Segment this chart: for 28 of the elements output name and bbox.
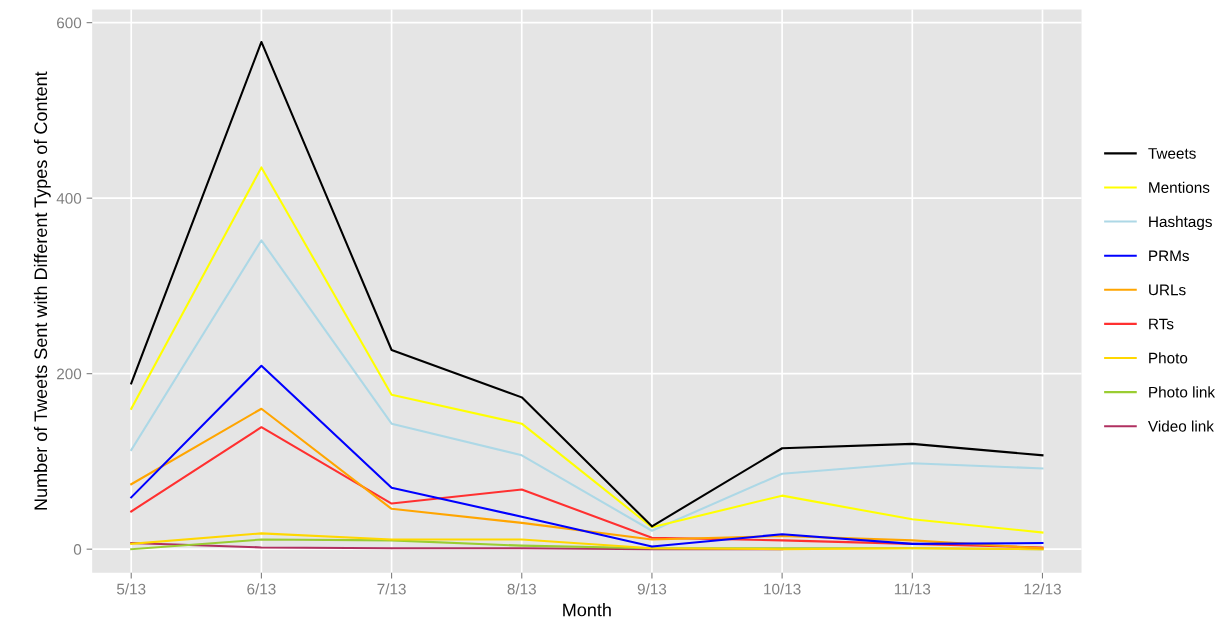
line-series [130, 239, 1044, 532]
legend-label: RTs [1149, 318, 1174, 330]
x-tick-label: 12/13 [1024, 583, 1061, 595]
y-tick-label: 0 [73, 544, 82, 555]
x-tick-label: 6/13 [247, 583, 276, 595]
x-tick-label: 5/13 [116, 583, 146, 595]
y-tick-label: 600 [57, 17, 82, 29]
legend-label: Video link [1148, 420, 1214, 432]
x-tick-label: 10/13 [764, 583, 801, 595]
legend-label: Photo link [1149, 386, 1216, 398]
x-tick-label: 8/13 [507, 583, 536, 595]
y-tick-label: 200 [57, 368, 82, 380]
line-series [130, 40, 1044, 528]
legend-label: Photo [1149, 352, 1188, 364]
line-series [130, 532, 1044, 551]
x-tick-label: 11/13 [894, 583, 931, 595]
legend-label: Mentions [1149, 181, 1210, 193]
legend-label: Hashtags [1149, 215, 1212, 231]
line-series [130, 166, 1044, 534]
x-axis-title: Month [563, 603, 611, 617]
y-tick-label: 400 [56, 193, 82, 204]
line-series [130, 364, 1044, 548]
legend-label: Tweets [1148, 148, 1196, 159]
y-axis-title: Number of Tweets Sent with Different Types of Content [33, 71, 51, 510]
legend-label: URLs [1149, 284, 1186, 296]
x-tick-label: 7/13 [377, 583, 406, 595]
legend-label: PRMs [1149, 250, 1189, 262]
x-tick-label: 9/13 [637, 583, 667, 595]
